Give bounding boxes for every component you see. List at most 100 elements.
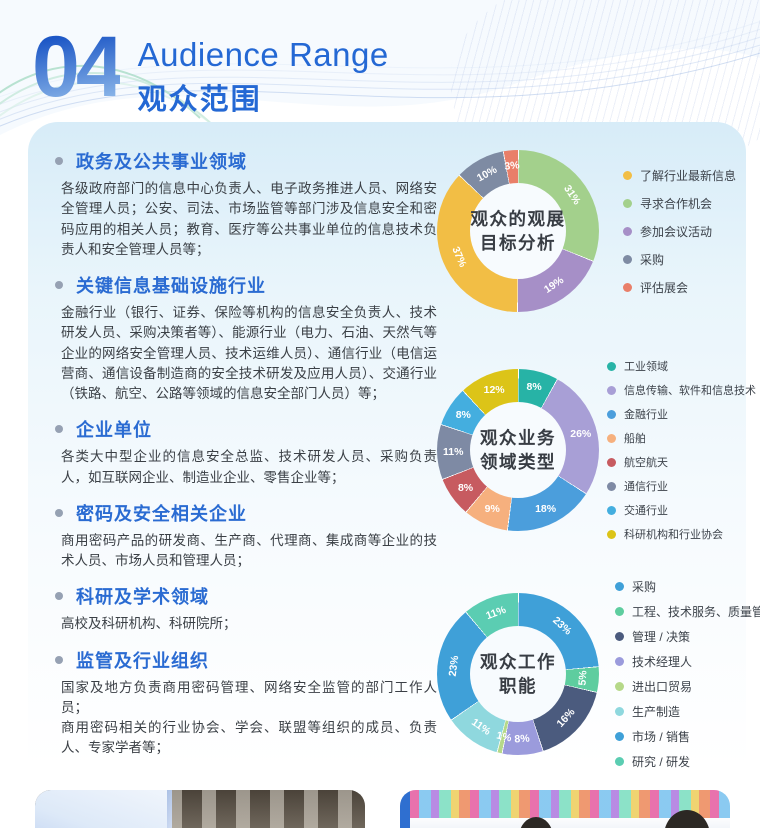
legend-item: 交通行业	[607, 502, 756, 518]
content-card: 政务及公共事业领域 各级政府部门的信息中心负责人、电子政务推进人员、网络安全管理…	[28, 122, 760, 828]
slice-label: 8%	[457, 482, 474, 495]
legend-item: 管理 / 决策	[615, 628, 760, 645]
section-header: 04 Audience Range 观众范围	[32, 19, 389, 118]
section-enterprises: 企业单位 各类大中型企业的信息安全总监、技术研发人员、采购负责人，如互联网企业、…	[55, 416, 437, 488]
legend-item: 寻求合作机会	[623, 195, 736, 212]
donut-title-line: 领域类型	[480, 452, 556, 472]
section-heading-row: 政务及公共事业领域	[55, 148, 437, 174]
chart-visit-goals: 观众的观展 目标分析 31% 19% 37% 10% 3% 了解行业最新信息 寻求合作机会参…	[437, 150, 760, 312]
section-title-en: Audience Range	[137, 36, 389, 73]
slice-label: 8%	[455, 409, 471, 422]
slice-label: 11%	[469, 716, 493, 738]
legend-label: 参加会议活动	[640, 224, 713, 239]
bullet-icon	[55, 281, 63, 289]
legend-item: 船舶	[607, 430, 756, 446]
slice-label: 3%	[503, 159, 521, 174]
legend-item: 参加会议活动	[623, 223, 736, 240]
donut-chart-business-fields: 观众业务 领域类型 8% 26% 18% 9% 8% 11% 8% 12%	[437, 369, 599, 531]
slice-label: 11%	[443, 446, 464, 459]
legend-item: 工业领域	[607, 358, 756, 374]
legend-item: 科研机构和行业协会	[607, 526, 756, 542]
legend-item: 评估展会	[623, 279, 736, 296]
legend-dot-icon	[607, 481, 616, 491]
chart-legend: 工业领域信息传输、软件和信息技术 金融行业船舶航空航天通信行业交通行业科研机构和行…	[607, 358, 756, 542]
legend-label: 采购	[632, 580, 657, 594]
section-heading-row: 科研及学术领域	[55, 583, 437, 609]
legend-label: 管理 / 决策	[632, 630, 691, 644]
slice-label: 18%	[535, 502, 557, 515]
legend-item: 信息传输、软件和信息技术	[607, 382, 756, 398]
slice-label: 19%	[542, 273, 567, 296]
legend-label: 交通行业	[624, 505, 668, 517]
audience-text-column: 政务及公共事业领域 各级政府部门的信息中心负责人、电子政务推进人员、网络安全管理…	[55, 148, 437, 828]
legend-dot-icon	[607, 505, 616, 515]
legend-label: 工业领域	[624, 361, 668, 373]
section-heading: 企业单位	[76, 420, 152, 441]
visitor-silhouette	[664, 809, 711, 828]
legend-dot-icon	[615, 632, 624, 641]
donut-hole: 观众工作 职能	[470, 626, 566, 722]
section-regulators-associations: 监管及行业组织 国家及地方负责商用密码管理、网络安全监管的部门工作人员； 商用密…	[55, 647, 437, 759]
legend-label: 工程、技术服务、质量管理	[632, 605, 760, 619]
legend-label: 技术经理人	[632, 655, 693, 669]
slice-label: 31%	[560, 182, 583, 207]
donut-chart-visit-goals: 观众的观展 目标分析 31% 19% 37% 10% 3%	[437, 150, 599, 312]
legend-label: 了解行业最新信息	[640, 168, 737, 183]
donut-center-title: 观众业务 领域类型	[480, 426, 556, 475]
section-body: 各类大中型企业的信息安全总监、技术研发人员、采购负责人，如互联网企业、制造业企业…	[61, 449, 437, 485]
legend-item: 研究 / 研发	[615, 753, 760, 770]
legend-item: 进出口贸易	[615, 678, 760, 695]
charts-column: 观众的观展 目标分析 31% 19% 37% 10% 3% 了解行业最新信息 寻求合作机会参…	[437, 148, 760, 828]
legend-dot-icon	[615, 607, 624, 616]
ceiling-beams	[134, 790, 365, 828]
legend-label: 科研机构和行业协会	[624, 529, 723, 541]
legend-item: 航空航天	[607, 454, 756, 470]
photo-exhibition-hall: 商用密码产品	[35, 790, 365, 828]
legend-item: 金融行业	[607, 406, 756, 422]
section-research-academia: 科研及学术领域 高校及科研机构、科研院所；	[55, 583, 437, 634]
slice-label: 5%	[576, 670, 590, 687]
donut-chart-job-functions: 观众工作 职能 23% 5% 16% 8% 1% 11% 23% 11%	[437, 593, 599, 755]
legend-item: 工程、技术服务、质量管理	[615, 603, 760, 620]
legend-label: 通信行业	[624, 481, 668, 493]
donut-title-line: 目标分析	[480, 233, 556, 253]
chart-legend: 了解行业最新信息 寻求合作机会 参加会议活动 采购 评估展会	[623, 167, 736, 296]
section-number: 04	[32, 19, 124, 115]
slice-label: 9%	[484, 503, 500, 516]
chart-job-functions: 观众工作 职能 23% 5% 16% 8% 1% 11% 23% 11% 采购 工程、技术服务、质…	[437, 578, 760, 770]
booth-wall-panel: 商用密码产品	[35, 790, 167, 828]
donut-center-title: 观众的观展 目标分析	[471, 207, 566, 256]
legend-dot-icon	[607, 457, 616, 467]
section-heading: 政务及公共事业领域	[76, 152, 247, 172]
donut-center-title: 观众工作 职能	[480, 650, 556, 699]
donut-hole: 观众业务 领域类型	[470, 402, 566, 498]
slice-label: 37%	[448, 244, 469, 269]
legend-dot-icon	[615, 682, 624, 691]
donut-hole: 观众的观展 目标分析	[470, 183, 566, 279]
chart-business-fields: 观众业务 领域类型 8% 26% 18% 9% 8% 11% 8% 12% 工业领域 信息传输、软…	[437, 358, 760, 542]
legend-label: 航空航天	[624, 457, 668, 469]
section-heading: 密码及安全相关企业	[76, 503, 247, 524]
donut-title-line: 观众业务	[480, 427, 556, 448]
legend-dot-icon	[607, 409, 616, 419]
legend-dot-icon	[615, 707, 624, 716]
legend-dot-icon	[607, 433, 616, 443]
section-body: 金融行业（银行、证券、保险等机构的信息安全负责人、技术研发人员、采购决策者等）、…	[61, 305, 437, 401]
legend-item: 生产制造	[615, 703, 760, 720]
legend-item: 技术经理人	[615, 653, 760, 670]
section-body: 高校及科研机构、科研院所；	[61, 616, 237, 632]
legend-label: 研究 / 研发	[632, 755, 691, 769]
legend-label: 市场 / 销售	[632, 730, 691, 744]
photo-booth-visitors	[400, 790, 730, 828]
legend-label: 船舶	[624, 433, 646, 445]
bullet-icon	[55, 655, 63, 664]
section-heading-row: 密码及安全相关企业	[55, 500, 437, 526]
slice-label: 12%	[483, 383, 505, 396]
legend-dot-icon	[607, 361, 616, 371]
section-government: 政务及公共事业领域 各级政府部门的信息中心负责人、电子政务推进人员、网络安全管理…	[55, 148, 437, 260]
slice-label: 11%	[483, 604, 508, 623]
slice-label: 23%	[446, 654, 462, 677]
legend-dot-icon	[607, 529, 616, 539]
